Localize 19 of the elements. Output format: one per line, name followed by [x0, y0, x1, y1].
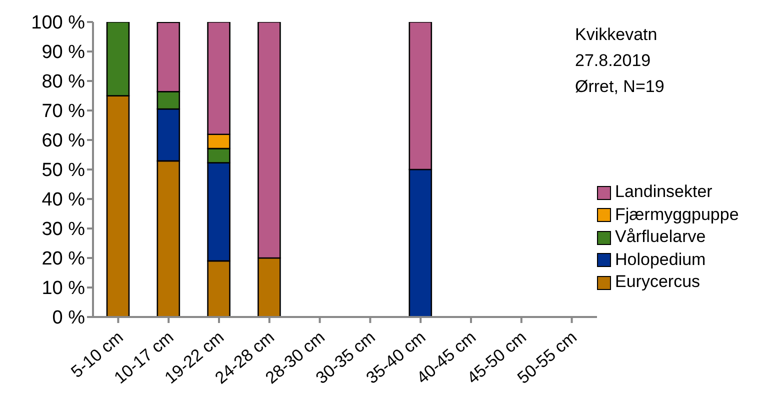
y-tick-label: 10 %	[42, 278, 86, 300]
y-tick-label: 0 %	[52, 308, 86, 329]
legend-label: Landinsekter	[615, 181, 712, 204]
y-tick-label: 80 %	[42, 72, 86, 93]
legend-label: Vårfluelarve	[615, 226, 706, 248]
y-tick-label: 30 %	[42, 219, 86, 240]
legend-label: Holopedium	[615, 248, 706, 271]
annotation: Kvikkevatn	[575, 24, 658, 46]
y-tick-label: 90 %	[42, 42, 86, 64]
y-tick-label: 100 %	[31, 12, 86, 34]
legend-label: Fjærmyggpuppe	[615, 204, 739, 226]
legend-label: Eurycercus	[615, 271, 700, 294]
y-tick-label: 50 %	[42, 160, 86, 182]
y-tick-label: 70 %	[42, 101, 86, 122]
y-tick-label: 60 %	[42, 130, 86, 152]
annotation: Ørret, N=19	[575, 76, 664, 98]
annotation: 27.8.2019	[575, 50, 652, 72]
y-tick-label: 40 %	[42, 190, 86, 211]
y-tick-label: 20 %	[42, 248, 86, 270]
